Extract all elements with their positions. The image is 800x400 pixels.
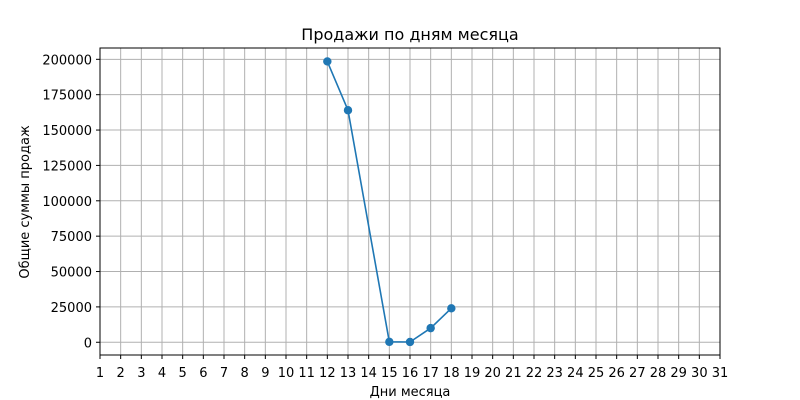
x-tick-label: 6 (199, 366, 207, 381)
y-tick-label: 0 (84, 336, 92, 351)
y-axis-label: Общие суммы продаж (18, 125, 33, 279)
x-tick-label: 27 (629, 366, 646, 381)
data-point (385, 337, 394, 347)
x-tick-label: 3 (137, 366, 145, 381)
x-tick-label: 19 (464, 366, 481, 381)
x-tick-label: 23 (546, 366, 563, 381)
x-tick-label: 22 (526, 366, 543, 381)
x-tick-label: 8 (241, 366, 249, 381)
x-tick-label: 12 (319, 366, 336, 381)
series-group (323, 57, 456, 347)
x-tick-label: 18 (443, 366, 460, 381)
chart-title: Продажи по дням месяца (301, 25, 518, 44)
data-point (405, 337, 415, 347)
x-tick-label: 11 (298, 366, 315, 381)
x-tick-label: 29 (670, 366, 687, 381)
x-tick-label: 7 (220, 366, 228, 381)
data-point (426, 323, 435, 333)
x-axis-label: Дни месяца (370, 385, 451, 400)
y-tick-label: 50000 (51, 266, 92, 281)
x-tick-label: 4 (158, 366, 166, 381)
x-tick-label: 17 (422, 366, 439, 381)
x-tick-label: 16 (402, 366, 419, 381)
x-tick-label: 9 (261, 366, 269, 381)
data-point (447, 304, 456, 313)
data-point (323, 57, 332, 66)
x-tick-label: 30 (691, 366, 708, 381)
x-tick-label: 20 (484, 366, 501, 381)
x-tick-label: 28 (650, 366, 667, 381)
x-tick-label: 5 (179, 366, 187, 381)
grid (99, 48, 721, 355)
y-tick-label: 25000 (51, 301, 92, 316)
x-tick-label: 24 (567, 366, 584, 381)
x-tick-label: 1 (96, 366, 104, 381)
y-tick-label: 150000 (42, 124, 92, 139)
y-tick-label: 125000 (42, 159, 92, 174)
x-tick-label: 25 (588, 366, 605, 381)
x-tick-label: 15 (381, 366, 398, 381)
y-tick-label: 75000 (51, 230, 92, 245)
x-tick-label: 2 (117, 366, 125, 381)
x-tick-label: 26 (608, 366, 625, 381)
data-point (343, 106, 353, 115)
x-tick-label: 21 (505, 366, 522, 381)
y-tick-label: 200000 (42, 53, 92, 68)
x-tick-label: 10 (278, 366, 295, 381)
y-tick-label: 100000 (42, 195, 92, 210)
x-tick-label: 31 (712, 366, 729, 381)
x-tick-label: 14 (360, 366, 377, 381)
x-axis: 1 2 3 4 5 6 7 8 9 10 11 12 13 14 15 16 17 18 19 20 21 22 23 24 2… (96, 355, 728, 381)
x-tick-label: 13 (340, 366, 357, 381)
series-line (326, 61, 452, 343)
y-axis: 0 25000 50000 75000 100000 125000 150000 175000… (42, 53, 100, 351)
y-tick-label: 175000 (42, 89, 92, 104)
